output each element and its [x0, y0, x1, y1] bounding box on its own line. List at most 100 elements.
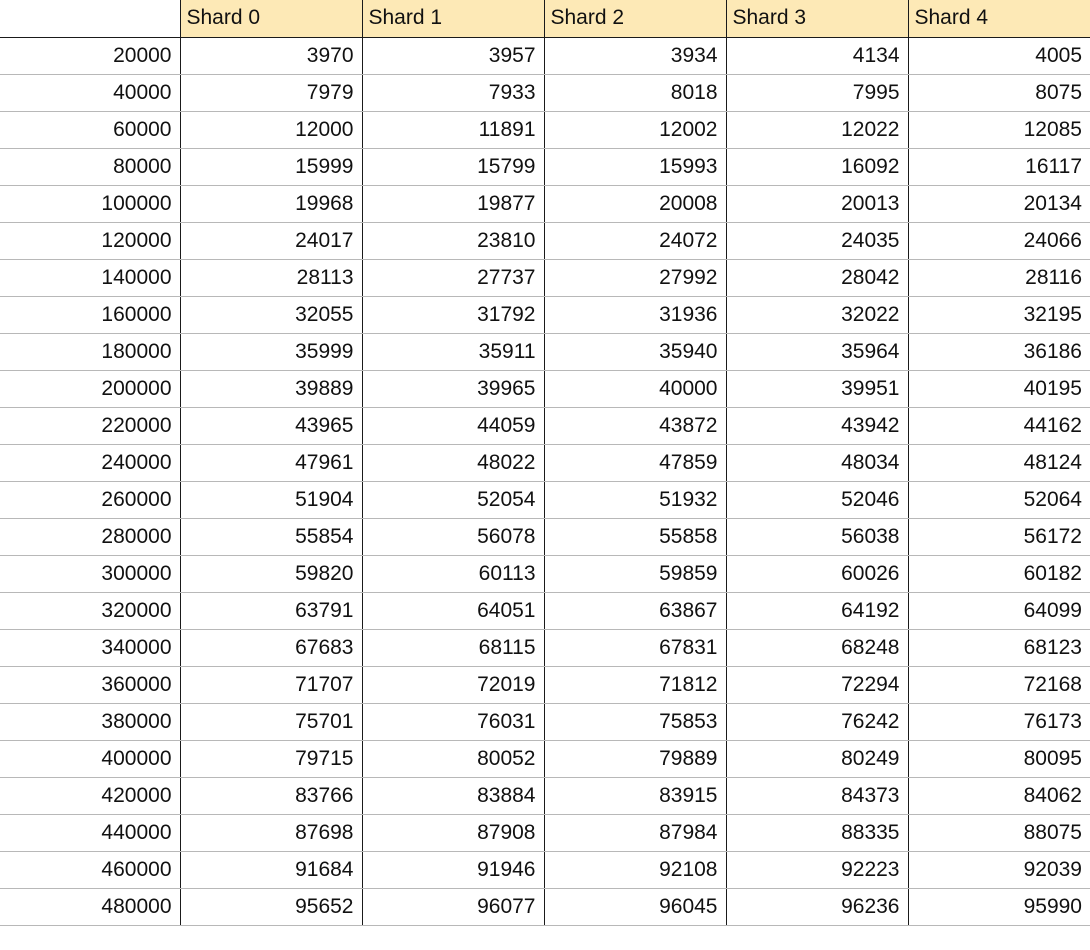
- data-cell-shard-1[interactable]: 39965: [362, 370, 545, 408]
- column-header-shard-1[interactable]: Shard 1: [362, 0, 545, 38]
- data-cell-shard-2[interactable]: 35940: [544, 333, 727, 371]
- data-cell-shard-2[interactable]: 71812: [544, 666, 727, 704]
- data-cell-shard-4[interactable]: 20134: [908, 185, 1090, 223]
- data-cell-shard-4[interactable]: 56172: [908, 518, 1090, 556]
- data-cell-shard-4[interactable]: 24066: [908, 222, 1090, 260]
- data-cell-shard-4[interactable]: 92039: [908, 851, 1090, 889]
- data-cell-shard-4[interactable]: 76173: [908, 703, 1090, 741]
- data-cell-shard-4[interactable]: 16117: [908, 148, 1090, 186]
- data-cell-shard-3[interactable]: 35964: [726, 333, 909, 371]
- row-label-cell[interactable]: 120000: [0, 222, 181, 260]
- row-label-cell[interactable]: 300000: [0, 555, 181, 593]
- data-cell-shard-2[interactable]: 96045: [544, 888, 727, 926]
- data-cell-shard-0[interactable]: 63791: [180, 592, 363, 630]
- data-cell-shard-4[interactable]: 72168: [908, 666, 1090, 704]
- row-label-cell[interactable]: 240000: [0, 444, 181, 482]
- data-cell-shard-1[interactable]: 7933: [362, 74, 545, 112]
- data-cell-shard-2[interactable]: 24072: [544, 222, 727, 260]
- data-cell-shard-4[interactable]: 44162: [908, 407, 1090, 445]
- data-cell-shard-0[interactable]: 87698: [180, 814, 363, 852]
- row-label-cell[interactable]: 40000: [0, 74, 181, 112]
- data-cell-shard-4[interactable]: 64099: [908, 592, 1090, 630]
- row-label-cell[interactable]: 160000: [0, 296, 181, 334]
- data-cell-shard-0[interactable]: 91684: [180, 851, 363, 889]
- data-cell-shard-1[interactable]: 80052: [362, 740, 545, 778]
- data-cell-shard-0[interactable]: 15999: [180, 148, 363, 186]
- data-cell-shard-0[interactable]: 51904: [180, 481, 363, 519]
- data-cell-shard-3[interactable]: 84373: [726, 777, 909, 815]
- data-cell-shard-3[interactable]: 96236: [726, 888, 909, 926]
- row-label-cell[interactable]: 440000: [0, 814, 181, 852]
- data-cell-shard-0[interactable]: 59820: [180, 555, 363, 593]
- data-cell-shard-3[interactable]: 39951: [726, 370, 909, 408]
- data-cell-shard-2[interactable]: 8018: [544, 74, 727, 112]
- data-cell-shard-1[interactable]: 72019: [362, 666, 545, 704]
- data-cell-shard-1[interactable]: 11891: [362, 111, 545, 149]
- data-cell-shard-2[interactable]: 79889: [544, 740, 727, 778]
- data-cell-shard-4[interactable]: 36186: [908, 333, 1090, 371]
- data-cell-shard-0[interactable]: 83766: [180, 777, 363, 815]
- data-cell-shard-2[interactable]: 55858: [544, 518, 727, 556]
- data-cell-shard-2[interactable]: 51932: [544, 481, 727, 519]
- row-label-cell[interactable]: 460000: [0, 851, 181, 889]
- data-cell-shard-1[interactable]: 56078: [362, 518, 545, 556]
- row-label-cell[interactable]: 20000: [0, 37, 181, 75]
- data-cell-shard-3[interactable]: 32022: [726, 296, 909, 334]
- data-cell-shard-4[interactable]: 80095: [908, 740, 1090, 778]
- data-cell-shard-3[interactable]: 60026: [726, 555, 909, 593]
- column-header-shard-3[interactable]: Shard 3: [726, 0, 909, 38]
- column-header-shard-0[interactable]: Shard 0: [180, 0, 363, 38]
- row-label-cell[interactable]: 400000: [0, 740, 181, 778]
- data-cell-shard-4[interactable]: 4005: [908, 37, 1090, 75]
- data-cell-shard-3[interactable]: 48034: [726, 444, 909, 482]
- data-cell-shard-2[interactable]: 59859: [544, 555, 727, 593]
- data-cell-shard-3[interactable]: 64192: [726, 592, 909, 630]
- data-cell-shard-3[interactable]: 16092: [726, 148, 909, 186]
- row-label-cell[interactable]: 260000: [0, 481, 181, 519]
- data-cell-shard-4[interactable]: 8075: [908, 74, 1090, 112]
- data-cell-shard-1[interactable]: 96077: [362, 888, 545, 926]
- data-cell-shard-1[interactable]: 23810: [362, 222, 545, 260]
- row-label-cell[interactable]: 480000: [0, 888, 181, 926]
- data-cell-shard-1[interactable]: 91946: [362, 851, 545, 889]
- data-cell-shard-1[interactable]: 87908: [362, 814, 545, 852]
- data-cell-shard-2[interactable]: 47859: [544, 444, 727, 482]
- data-cell-shard-4[interactable]: 68123: [908, 629, 1090, 667]
- row-label-cell[interactable]: 220000: [0, 407, 181, 445]
- data-cell-shard-1[interactable]: 19877: [362, 185, 545, 223]
- data-cell-shard-0[interactable]: 12000: [180, 111, 363, 149]
- data-cell-shard-1[interactable]: 83884: [362, 777, 545, 815]
- row-label-cell[interactable]: 420000: [0, 777, 181, 815]
- data-cell-shard-3[interactable]: 20013: [726, 185, 909, 223]
- data-cell-shard-3[interactable]: 28042: [726, 259, 909, 297]
- data-cell-shard-3[interactable]: 76242: [726, 703, 909, 741]
- data-cell-shard-0[interactable]: 95652: [180, 888, 363, 926]
- data-cell-shard-4[interactable]: 84062: [908, 777, 1090, 815]
- data-cell-shard-2[interactable]: 75853: [544, 703, 727, 741]
- row-label-cell[interactable]: 80000: [0, 148, 181, 186]
- data-cell-shard-4[interactable]: 95990: [908, 888, 1090, 926]
- row-label-cell[interactable]: 340000: [0, 629, 181, 667]
- data-cell-shard-1[interactable]: 76031: [362, 703, 545, 741]
- data-cell-shard-2[interactable]: 43872: [544, 407, 727, 445]
- row-label-cell[interactable]: 280000: [0, 518, 181, 556]
- data-cell-shard-2[interactable]: 40000: [544, 370, 727, 408]
- row-label-cell[interactable]: 200000: [0, 370, 181, 408]
- data-cell-shard-2[interactable]: 67831: [544, 629, 727, 667]
- data-cell-shard-0[interactable]: 71707: [180, 666, 363, 704]
- data-cell-shard-3[interactable]: 12022: [726, 111, 909, 149]
- row-label-cell[interactable]: 360000: [0, 666, 181, 704]
- data-cell-shard-4[interactable]: 12085: [908, 111, 1090, 149]
- data-cell-shard-1[interactable]: 3957: [362, 37, 545, 75]
- data-cell-shard-3[interactable]: 52046: [726, 481, 909, 519]
- data-cell-shard-0[interactable]: 35999: [180, 333, 363, 371]
- data-cell-shard-3[interactable]: 68248: [726, 629, 909, 667]
- data-cell-shard-4[interactable]: 52064: [908, 481, 1090, 519]
- data-cell-shard-3[interactable]: 92223: [726, 851, 909, 889]
- data-cell-shard-3[interactable]: 7995: [726, 74, 909, 112]
- data-cell-shard-2[interactable]: 92108: [544, 851, 727, 889]
- data-cell-shard-2[interactable]: 12002: [544, 111, 727, 149]
- data-cell-shard-2[interactable]: 20008: [544, 185, 727, 223]
- data-cell-shard-0[interactable]: 32055: [180, 296, 363, 334]
- data-cell-shard-1[interactable]: 15799: [362, 148, 545, 186]
